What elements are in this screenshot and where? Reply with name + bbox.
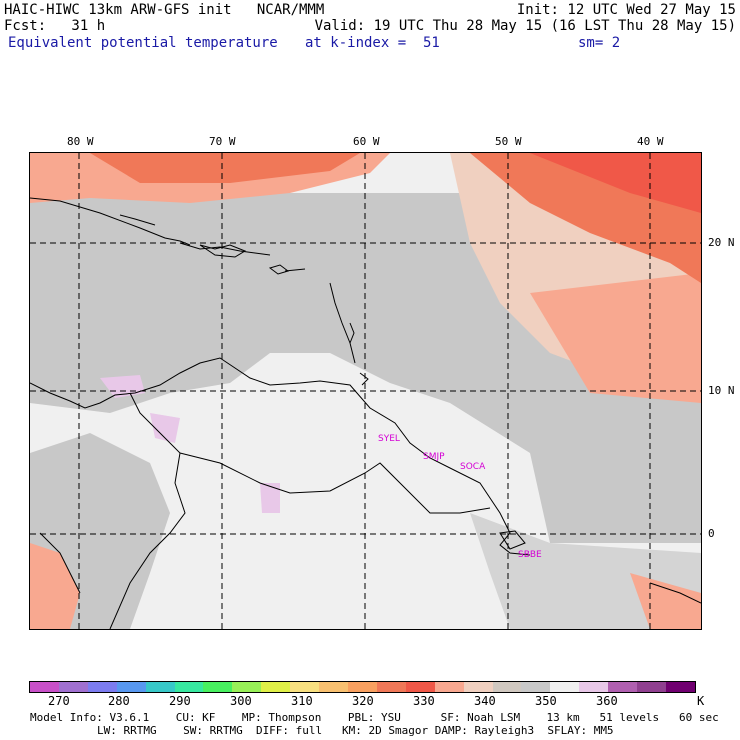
level-index: at k-index = 51: [305, 35, 440, 51]
colorbar-swatch: [87, 682, 117, 692]
colorbar-label: 310: [291, 694, 313, 708]
site-label-syel: SYEL: [378, 434, 400, 444]
colorbar-swatch: [232, 682, 262, 692]
colorbar-swatch: [665, 682, 695, 692]
colorbar-swatch: [145, 682, 175, 692]
field-salmon-southeast: [630, 573, 701, 629]
colorbar-swatch: [463, 682, 493, 692]
lon-label-40w: 40 W: [637, 135, 664, 148]
init-time: Init: 12 UTC Wed 27 May 15: [516, 2, 736, 18]
colorbar-label: 360: [596, 694, 618, 708]
colorbar-label: K: [697, 694, 705, 708]
colorbar-label: 320: [352, 694, 374, 708]
colorbar-swatch: [347, 682, 377, 692]
field-purple-patch-1: [100, 375, 145, 398]
colorbar-swatch: [579, 682, 609, 692]
field-salmon-east: [530, 273, 701, 403]
colorbar-swatch: [174, 682, 204, 692]
field-red-north: [90, 153, 360, 183]
colorbar-swatch: [637, 682, 666, 692]
colorbar-swatch: [116, 682, 146, 692]
colorbar-label: 340: [474, 694, 496, 708]
colorbar-label: 300: [230, 694, 252, 708]
colorbar-swatch: [30, 682, 59, 692]
lon-label-80w: 80 W: [67, 135, 94, 148]
colorbar-swatch: [203, 682, 233, 692]
colorbar-label: 290: [169, 694, 191, 708]
colorbar-swatch: [492, 682, 522, 692]
lon-label-70w: 70 W: [209, 135, 236, 148]
colorbar-swatch: [58, 682, 88, 692]
colorbar-swatch: [261, 682, 291, 692]
colorbar-swatch: [376, 682, 406, 692]
map-panel[interactable]: SYEL SMJP SOCA SBBE: [29, 152, 702, 630]
model-info: Model Info: V3.6.1 CU: KF MP: Thompson P…: [30, 711, 719, 724]
field-salmon-southwest: [30, 543, 80, 629]
model-title: HAIC-HIWC 13km ARW-GFS init NCAR/MMM: [4, 2, 325, 18]
colorbar-swatch: [319, 682, 348, 692]
colorbar-label: 270: [48, 694, 70, 708]
lat-label-10n: 10 N: [708, 384, 735, 397]
site-label-soca: SOCA: [460, 462, 486, 472]
colorbar-swatch: [521, 682, 551, 692]
site-label-smjp: SMJP: [423, 452, 445, 462]
lon-label-60w: 60 W: [353, 135, 380, 148]
colorbar-label: 330: [413, 694, 435, 708]
colorbar-swatch: [550, 682, 580, 692]
field-purple-patch-3: [260, 483, 280, 513]
field-purple-patch-2: [150, 413, 180, 443]
colorbar-swatch: [405, 682, 435, 692]
smoothing: sm= 2: [578, 35, 621, 51]
colorbar-swatch: [290, 682, 320, 692]
forecast-hour: Fcst: 31 h: [4, 18, 106, 34]
colorbar-label: 350: [535, 694, 557, 708]
lat-label-20n: 20 N: [708, 236, 735, 249]
lon-label-50w: 50 W: [495, 135, 522, 148]
colorbar: [29, 681, 696, 693]
field-red-northeast-core: [530, 153, 701, 213]
islands: [199, 244, 526, 550]
lat-label-0: 0: [708, 527, 715, 540]
map-canvas: SYEL SMJP SOCA SBBE: [30, 153, 701, 629]
model-physics: LW: RRTMG SW: RRTMG DIFF: full KM: 2D Sm…: [97, 724, 614, 737]
site-label-sbbe: SBBE: [518, 550, 542, 560]
colorbar-swatch: [434, 682, 464, 692]
colorbar-swatch: [608, 682, 638, 692]
colorbar-label: 280: [108, 694, 130, 708]
valid-time: Valid: 19 UTC Thu 28 May 15 (16 LST Thu …: [314, 18, 736, 34]
coastlines: [30, 197, 701, 629]
field-name: Equivalent potential temperature: [8, 35, 278, 51]
